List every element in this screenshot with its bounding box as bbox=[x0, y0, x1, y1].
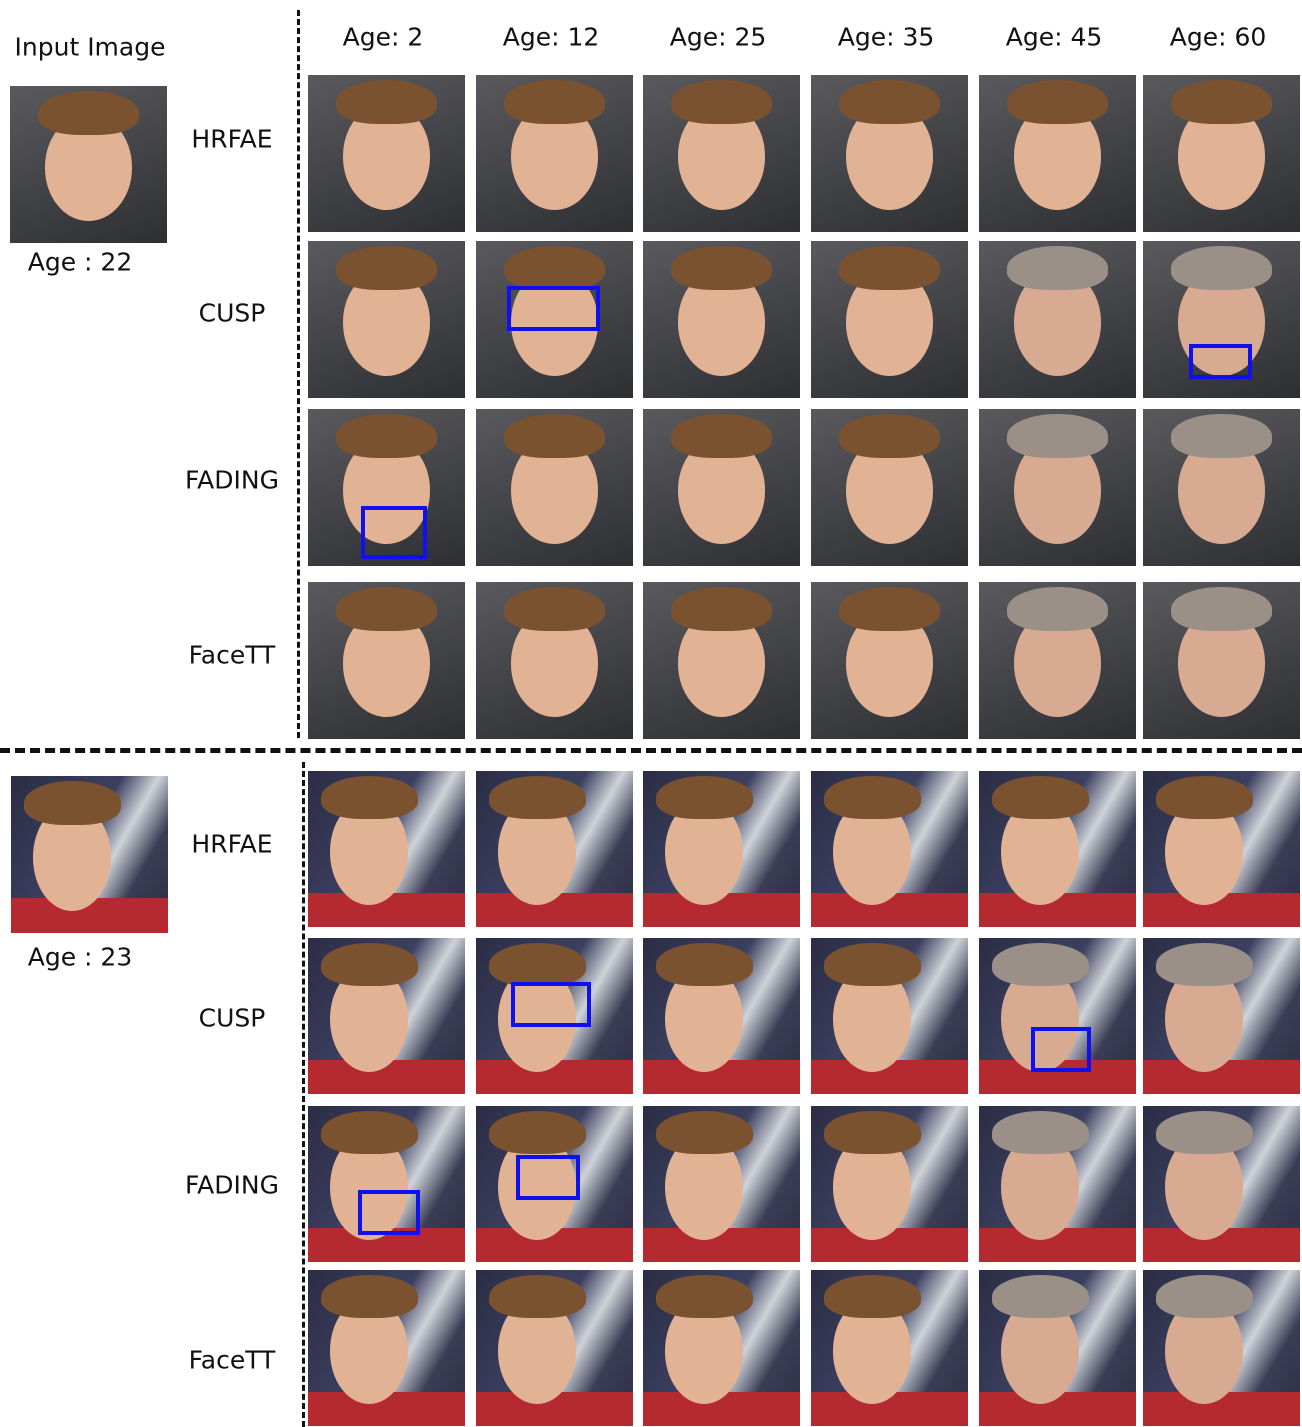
face-image bbox=[476, 75, 633, 232]
face-image bbox=[811, 409, 968, 566]
face-image bbox=[811, 1270, 968, 1426]
method-label: FaceTT bbox=[189, 1346, 276, 1375]
face-image bbox=[308, 241, 465, 398]
face-image bbox=[308, 75, 465, 232]
highlight-box bbox=[516, 1155, 580, 1200]
separator bbox=[302, 762, 305, 1427]
face-image bbox=[643, 938, 800, 1094]
column-label: Age: 35 bbox=[838, 23, 935, 52]
figure: Input Image Age: 2 Age: 12 Age: 25 Age: 35 A… bbox=[0, 0, 1302, 1427]
input-age: Age : 22 bbox=[28, 248, 132, 277]
face-image bbox=[476, 409, 633, 566]
face-image bbox=[308, 1270, 465, 1426]
face-image bbox=[308, 771, 465, 927]
column-label: Age: 25 bbox=[670, 23, 767, 52]
face-image bbox=[979, 771, 1136, 927]
face-image bbox=[811, 938, 968, 1094]
face-image bbox=[11, 776, 168, 933]
face-image bbox=[1143, 1106, 1300, 1262]
face-image bbox=[643, 1106, 800, 1262]
method-label: FADING bbox=[185, 466, 279, 495]
face-image bbox=[1143, 771, 1300, 927]
face-image bbox=[811, 75, 968, 232]
face-image bbox=[979, 1106, 1136, 1262]
method-label: HRFAE bbox=[191, 830, 272, 859]
face-image bbox=[811, 771, 968, 927]
column-label: Age: 60 bbox=[1170, 23, 1267, 52]
column-label: Age: 45 bbox=[1006, 23, 1103, 52]
face-image bbox=[979, 582, 1136, 739]
method-label: HRFAE bbox=[191, 125, 272, 154]
method-label: CUSP bbox=[199, 299, 266, 328]
face-image bbox=[476, 1270, 633, 1426]
face-image bbox=[811, 1106, 968, 1262]
highlight-box bbox=[1031, 1027, 1091, 1072]
input-age: Age : 23 bbox=[28, 943, 132, 972]
face-image bbox=[811, 582, 968, 739]
highlight-box bbox=[511, 982, 591, 1027]
column-label: Age: 2 bbox=[343, 23, 424, 52]
separator bbox=[0, 748, 1302, 753]
face-image bbox=[643, 771, 800, 927]
face-image bbox=[1143, 938, 1300, 1094]
face-image bbox=[979, 409, 1136, 566]
face-image bbox=[308, 938, 465, 1094]
face-image bbox=[643, 582, 800, 739]
method-label: FaceTT bbox=[189, 641, 276, 670]
face-image bbox=[1143, 582, 1300, 739]
face-image bbox=[979, 1270, 1136, 1426]
face-image bbox=[643, 241, 800, 398]
face-image bbox=[979, 241, 1136, 398]
face-image bbox=[979, 75, 1136, 232]
highlight-box bbox=[507, 286, 600, 331]
face-image bbox=[643, 1270, 800, 1426]
highlight-box bbox=[1189, 344, 1252, 379]
face-image bbox=[10, 86, 167, 243]
highlight-box bbox=[361, 506, 427, 559]
face-image bbox=[811, 241, 968, 398]
separator bbox=[297, 10, 300, 738]
method-label: CUSP bbox=[199, 1004, 266, 1033]
face-image bbox=[308, 1106, 465, 1262]
method-label: FADING bbox=[185, 1171, 279, 1200]
face-image bbox=[643, 75, 800, 232]
highlight-box bbox=[358, 1190, 420, 1235]
face-image bbox=[1143, 1270, 1300, 1426]
face-image bbox=[643, 409, 800, 566]
face-image bbox=[1143, 409, 1300, 566]
face-image bbox=[476, 582, 633, 739]
input-label: Input Image bbox=[15, 33, 166, 62]
face-image bbox=[1143, 75, 1300, 232]
column-label: Age: 12 bbox=[503, 23, 600, 52]
face-image bbox=[308, 582, 465, 739]
face-image bbox=[476, 771, 633, 927]
